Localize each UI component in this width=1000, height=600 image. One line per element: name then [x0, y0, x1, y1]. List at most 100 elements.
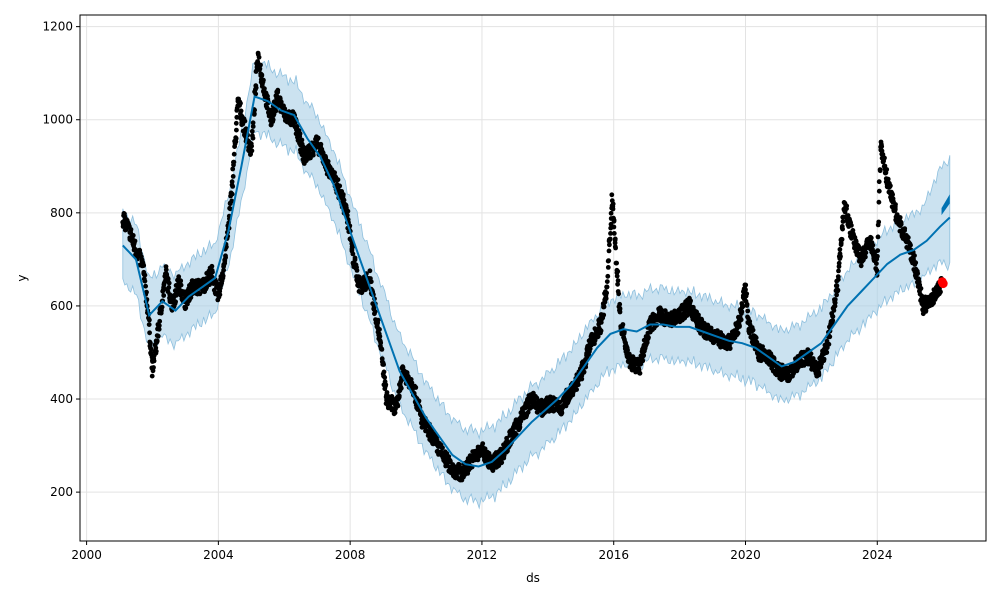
observed-point	[750, 327, 756, 333]
observed-point	[913, 260, 919, 266]
observed-point	[581, 369, 587, 375]
observed-point	[229, 179, 235, 185]
x-tick-label: 2012	[467, 548, 498, 562]
observed-point	[824, 349, 830, 355]
observed-point	[882, 155, 887, 161]
observed-point	[230, 166, 236, 172]
observed-point	[598, 328, 604, 334]
observed-point	[146, 322, 152, 327]
observed-point	[250, 135, 256, 141]
observed-point	[816, 371, 822, 377]
observed-point	[377, 327, 382, 332]
observed-point	[830, 318, 836, 323]
observed-point	[229, 191, 235, 197]
observed-point	[325, 159, 331, 164]
observed-point	[688, 298, 693, 304]
observed-point	[849, 223, 854, 228]
observed-point	[601, 304, 607, 310]
observed-point	[840, 226, 845, 232]
observed-point	[132, 238, 138, 244]
observed-point	[252, 107, 257, 113]
observed-point	[297, 131, 303, 137]
observed-point	[863, 250, 869, 256]
observed-point	[902, 226, 908, 232]
observed-point	[381, 369, 387, 375]
observed-point	[176, 274, 182, 280]
observed-point	[398, 385, 404, 391]
observed-point	[278, 99, 284, 105]
observed-point	[234, 114, 240, 120]
observed-point	[740, 304, 746, 309]
observed-point	[377, 334, 383, 339]
y-tick-label: 200	[50, 485, 73, 499]
observed-point	[375, 317, 381, 323]
observed-point	[836, 268, 841, 274]
observed-point	[607, 242, 612, 248]
observed-point	[840, 219, 846, 224]
x-axis-ticks: 2000 2004 2008 2012 2016 2020 2024	[71, 541, 893, 562]
observed-point	[610, 201, 616, 207]
observed-point	[480, 441, 486, 446]
observed-point	[609, 192, 615, 198]
observed-point	[159, 304, 165, 310]
observed-point	[708, 325, 714, 331]
observed-point	[517, 424, 523, 430]
observed-point	[659, 307, 664, 313]
observed-point	[875, 234, 881, 240]
observed-point	[850, 228, 856, 233]
observed-point	[610, 206, 616, 212]
observed-point	[923, 308, 929, 313]
observed-point	[604, 279, 610, 284]
x-tick-label: 2000	[71, 548, 102, 562]
observed-point	[616, 291, 622, 297]
observed-point	[249, 148, 255, 154]
observed-point	[178, 278, 184, 284]
observed-point	[157, 318, 163, 324]
observed-point	[378, 340, 384, 346]
observed-point	[231, 159, 237, 165]
observed-point	[156, 326, 162, 332]
observed-point	[258, 62, 263, 68]
observed-point	[153, 348, 159, 354]
forecast-band	[941, 194, 950, 216]
observed-point	[884, 167, 890, 172]
observed-point	[908, 242, 913, 248]
observed-point	[229, 198, 235, 204]
observed-point	[392, 410, 398, 416]
observed-point	[367, 268, 373, 274]
observed-point	[238, 108, 244, 114]
x-tick-label: 2024	[862, 548, 893, 562]
observed-point	[335, 177, 341, 183]
observed-point	[217, 292, 223, 298]
observed-point	[384, 390, 390, 395]
observed-point	[844, 203, 850, 209]
observed-point	[739, 309, 745, 315]
observed-point	[832, 297, 838, 302]
observed-point	[270, 117, 276, 123]
observed-point	[837, 247, 843, 252]
observed-point	[482, 446, 488, 452]
observed-point	[579, 376, 585, 382]
observed-point	[440, 445, 445, 451]
observed-point	[262, 86, 267, 91]
observed-point	[606, 258, 611, 263]
observed-point	[735, 330, 741, 336]
observed-point	[863, 254, 868, 260]
observed-point	[446, 454, 452, 459]
y-tick-label: 1200	[42, 20, 73, 34]
observed-point	[396, 394, 402, 400]
observed-point	[587, 346, 593, 352]
observed-point	[209, 263, 215, 269]
observed-point	[607, 236, 613, 242]
observed-point	[242, 118, 248, 124]
observed-point	[839, 237, 845, 242]
observed-point	[255, 59, 260, 64]
observed-point	[230, 184, 236, 189]
observed-point	[273, 108, 279, 114]
observed-point	[259, 73, 265, 79]
observed-point	[183, 305, 189, 311]
observed-point	[230, 174, 236, 179]
observed-point	[601, 312, 607, 318]
observed-point	[637, 370, 643, 376]
observed-point	[344, 212, 350, 218]
